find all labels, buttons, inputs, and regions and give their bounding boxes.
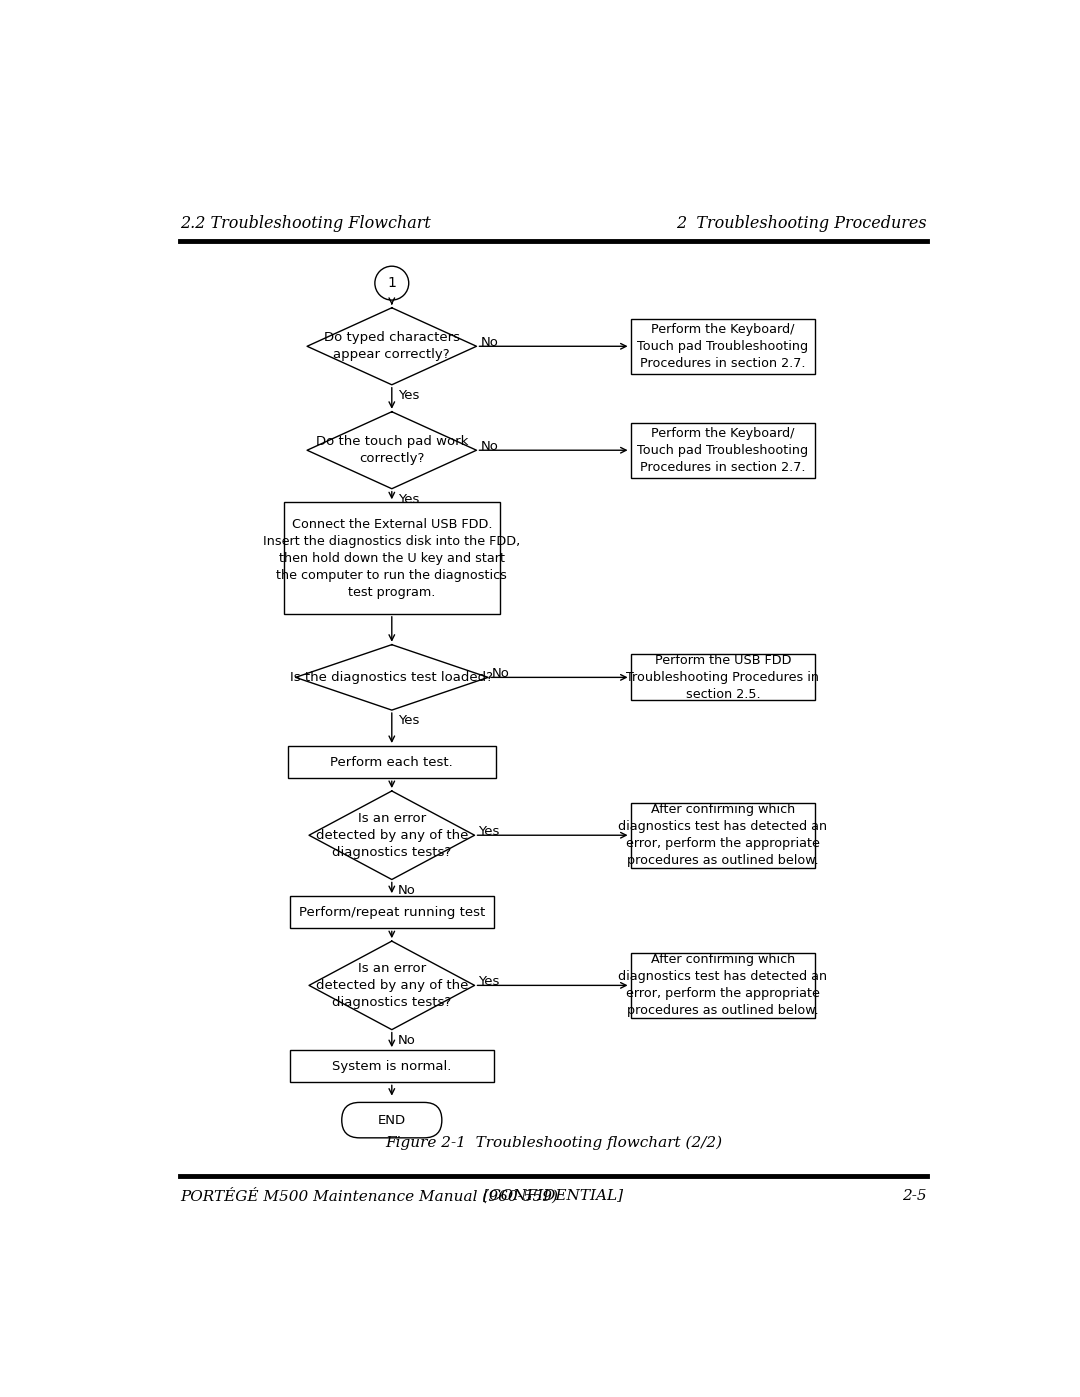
Polygon shape	[309, 791, 474, 880]
Polygon shape	[309, 942, 474, 1030]
Text: Do the touch pad work
correctly?: Do the touch pad work correctly?	[315, 436, 468, 465]
Text: Yes: Yes	[397, 388, 419, 402]
Text: System is normal.: System is normal.	[333, 1060, 451, 1073]
FancyBboxPatch shape	[289, 895, 494, 929]
Text: 1: 1	[388, 277, 396, 291]
Polygon shape	[296, 644, 488, 710]
Text: Perform each test.: Perform each test.	[330, 756, 454, 768]
Text: No: No	[397, 884, 416, 897]
Text: Perform/repeat running test: Perform/repeat running test	[299, 905, 485, 919]
FancyBboxPatch shape	[288, 746, 496, 778]
Polygon shape	[307, 307, 476, 384]
FancyBboxPatch shape	[631, 802, 815, 868]
FancyBboxPatch shape	[631, 654, 815, 700]
Text: After confirming which
diagnostics test has detected an
error, perform the appro: After confirming which diagnostics test …	[619, 953, 827, 1017]
Text: Figure 2-1  Troubleshooting flowchart (2/2): Figure 2-1 Troubleshooting flowchart (2/…	[384, 1136, 723, 1150]
Text: 2  Troubleshooting Procedures: 2 Troubleshooting Procedures	[676, 215, 927, 232]
Text: Yes: Yes	[478, 824, 500, 838]
Text: No: No	[481, 335, 498, 349]
Text: Yes: Yes	[397, 714, 419, 728]
Text: Do typed characters
appear correctly?: Do typed characters appear correctly?	[324, 331, 460, 362]
Circle shape	[375, 267, 408, 300]
Polygon shape	[307, 412, 476, 489]
Text: Is an error
detected by any of the
diagnostics tests?: Is an error detected by any of the diagn…	[315, 812, 468, 859]
Text: Perform the Keyboard/
Touch pad Troubleshooting
Procedures in section 2.7.: Perform the Keyboard/ Touch pad Troubles…	[637, 323, 809, 370]
Text: After confirming which
diagnostics test has detected an
error, perform the appro: After confirming which diagnostics test …	[619, 803, 827, 868]
Text: 2-5: 2-5	[902, 1189, 927, 1203]
Text: PORTÉGÉ M500 Maintenance Manual (960-559): PORTÉGÉ M500 Maintenance Manual (960-559…	[180, 1187, 558, 1204]
Text: No: No	[397, 1034, 416, 1046]
FancyBboxPatch shape	[631, 953, 815, 1018]
Text: 2.2 Troubleshooting Flowchart: 2.2 Troubleshooting Flowchart	[180, 215, 431, 232]
Text: END: END	[378, 1113, 406, 1126]
FancyBboxPatch shape	[341, 1102, 442, 1137]
Text: Perform the USB FDD
Troubleshooting Procedures in
section 2.5.: Perform the USB FDD Troubleshooting Proc…	[626, 654, 820, 701]
FancyBboxPatch shape	[631, 319, 815, 374]
Text: [CONFIDENTIAL]: [CONFIDENTIAL]	[484, 1189, 623, 1203]
FancyBboxPatch shape	[289, 1051, 494, 1083]
FancyBboxPatch shape	[631, 422, 815, 478]
Text: Is the diagnostics test loaded?: Is the diagnostics test loaded?	[291, 671, 494, 685]
Text: No: No	[491, 666, 510, 680]
Text: Yes: Yes	[478, 975, 500, 988]
Text: Yes: Yes	[397, 493, 419, 506]
FancyBboxPatch shape	[284, 502, 500, 613]
Text: Perform the Keyboard/
Touch pad Troubleshooting
Procedures in section 2.7.: Perform the Keyboard/ Touch pad Troubles…	[637, 426, 809, 474]
Text: Is an error
detected by any of the
diagnostics tests?: Is an error detected by any of the diagn…	[315, 963, 468, 1009]
Text: Connect the External USB FDD.
Insert the diagnostics disk into the FDD,
then hol: Connect the External USB FDD. Insert the…	[264, 517, 521, 598]
Text: No: No	[481, 440, 498, 453]
